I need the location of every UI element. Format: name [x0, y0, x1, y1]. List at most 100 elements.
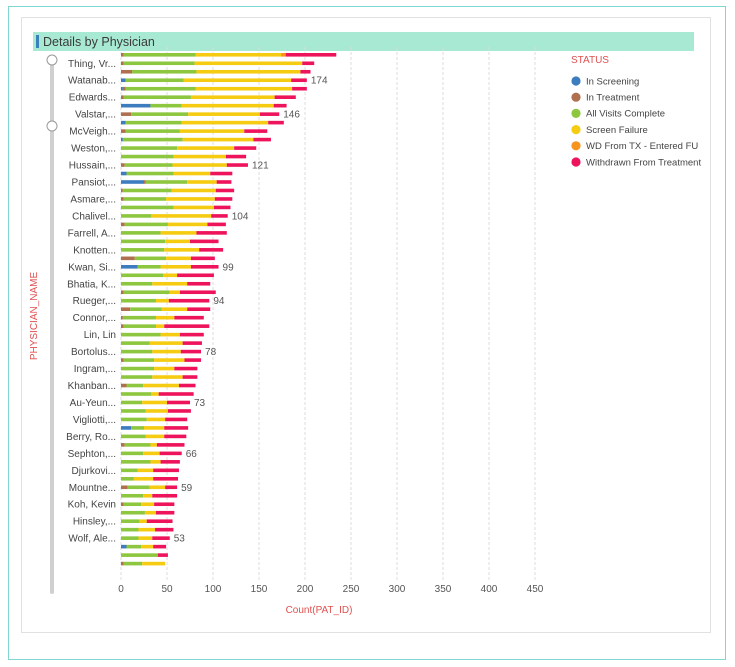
- bars-layer: [121, 53, 337, 566]
- category-label: Edwards...: [69, 93, 116, 104]
- x-tick-label: 350: [435, 584, 452, 595]
- bar-segment: [181, 120, 269, 125]
- slider-handle-bottom[interactable]: [46, 120, 58, 132]
- bar-segment: [121, 536, 139, 540]
- bar-segment: [159, 451, 182, 456]
- bar-segment: [123, 95, 191, 99]
- bar-segment: [213, 205, 231, 210]
- legend: STATUS In Screening In Treatment All Visit…: [571, 55, 701, 168]
- bar-segment: [145, 434, 165, 439]
- category-label: Rueger,...: [73, 296, 116, 307]
- bar-segment: [146, 519, 173, 523]
- bar-segment: [292, 86, 307, 91]
- x-tick-label: 100: [205, 584, 222, 595]
- bar-segment: [187, 281, 211, 286]
- bar-segment: [133, 477, 154, 481]
- category-label: Hinsley,...: [73, 517, 116, 528]
- category-label: Weston,...: [71, 144, 116, 155]
- bar-segment: [259, 112, 280, 116]
- bar-segment: [151, 214, 212, 218]
- bar-segment: [285, 53, 337, 57]
- bar-segment: [121, 281, 153, 286]
- bar-segment: [122, 188, 172, 193]
- bar-segment: [121, 222, 125, 227]
- x-tick-label: 0: [118, 584, 124, 595]
- bar-segment: [121, 502, 124, 507]
- bar-segment: [121, 392, 152, 396]
- bar-segment: [145, 180, 188, 184]
- category-label: Watanab...: [68, 76, 116, 87]
- bar-segment: [190, 95, 275, 99]
- bar-segment: [142, 561, 166, 566]
- bar-segment: [124, 222, 168, 227]
- bar-segment: [121, 349, 153, 354]
- bar-segment: [167, 409, 191, 413]
- bar-segment: [130, 307, 162, 311]
- bar-segment: [123, 197, 167, 201]
- bar-segment: [121, 332, 161, 337]
- bar-segment: [226, 163, 248, 167]
- bar-segment: [164, 434, 187, 439]
- bar-segment: [207, 222, 226, 227]
- bar-segment: [215, 188, 235, 193]
- legend-label: Withdrawn From Treatment: [586, 157, 701, 168]
- bar-segment: [138, 536, 153, 540]
- bar-segment: [152, 536, 170, 540]
- bar-segment: [121, 451, 144, 456]
- category-label: Ingram,...: [74, 364, 116, 375]
- data-label: 73: [194, 398, 206, 409]
- bar-segment: [216, 180, 232, 184]
- bar-segment: [121, 69, 133, 74]
- bar-segment: [174, 366, 198, 371]
- bar-segment: [182, 137, 254, 142]
- bar-segment: [195, 86, 293, 91]
- legend-swatch: [571, 92, 581, 102]
- bar-segment: [121, 103, 151, 108]
- bar-segment: [300, 69, 311, 74]
- bar-segment: [165, 485, 178, 490]
- bar-segment: [121, 231, 161, 235]
- bar-segment: [121, 273, 164, 278]
- bar-segment: [121, 154, 174, 159]
- range-slider[interactable]: [46, 54, 58, 594]
- bar-segment: [144, 510, 156, 515]
- data-label: 59: [181, 483, 193, 494]
- data-label: 78: [205, 347, 217, 358]
- bar-segment: [173, 205, 214, 210]
- x-tick-label: 450: [527, 584, 544, 595]
- bar-segment: [268, 120, 284, 125]
- bar-segment: [131, 426, 144, 430]
- category-label: Berry, Ro...: [66, 432, 116, 443]
- bar-segment: [121, 163, 125, 167]
- bar-segment: [152, 349, 181, 354]
- bar-segment: [158, 392, 194, 396]
- bar-segment: [139, 519, 147, 523]
- bar-segment: [182, 341, 202, 345]
- bar-segment: [123, 502, 142, 507]
- slider-handle-top[interactable]: [46, 54, 58, 66]
- bar-segment: [143, 451, 160, 456]
- bar-segment: [121, 366, 155, 371]
- category-label: Valstar,...: [75, 110, 116, 121]
- bar-segment: [123, 61, 195, 66]
- bar-segment: [161, 307, 188, 311]
- bar-segment: [165, 417, 188, 422]
- bar-segment: [214, 197, 233, 201]
- bar-segment: [177, 273, 214, 278]
- bar-segment: [121, 324, 124, 328]
- header-accent: [36, 35, 39, 48]
- bar-segment: [143, 383, 179, 388]
- bar-segment: [179, 290, 216, 295]
- bar-segment: [126, 544, 142, 549]
- legend-label: In Treatment: [586, 93, 640, 104]
- bar-segment: [152, 281, 188, 286]
- bar-segment: [123, 358, 155, 362]
- bar-segment: [291, 78, 307, 83]
- legend-label: Screen Failure: [586, 125, 648, 136]
- bar-segment: [179, 332, 204, 337]
- bar-segment: [172, 163, 227, 167]
- bar-segment: [121, 205, 174, 210]
- bar-segment: [166, 256, 191, 261]
- legend-label: WD From TX - Entered FU: [586, 141, 698, 152]
- category-label: Koh, Kevin: [68, 500, 116, 511]
